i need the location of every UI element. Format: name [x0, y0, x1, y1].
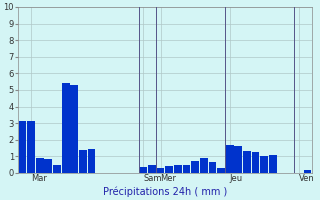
- Bar: [252, 152, 260, 173]
- Bar: [174, 165, 182, 173]
- X-axis label: Précipitations 24h ( mm ): Précipitations 24h ( mm ): [103, 186, 227, 197]
- Bar: [19, 121, 26, 173]
- Bar: [44, 159, 52, 173]
- Bar: [217, 168, 225, 173]
- Bar: [183, 165, 190, 173]
- Bar: [235, 146, 242, 173]
- Bar: [260, 156, 268, 173]
- Bar: [209, 162, 216, 173]
- Bar: [148, 165, 156, 173]
- Bar: [88, 149, 95, 173]
- Bar: [140, 167, 147, 173]
- Bar: [157, 168, 164, 173]
- Bar: [36, 158, 44, 173]
- Bar: [269, 155, 277, 173]
- Bar: [243, 151, 251, 173]
- Bar: [200, 158, 208, 173]
- Bar: [226, 145, 234, 173]
- Bar: [70, 85, 78, 173]
- Bar: [191, 161, 199, 173]
- Bar: [165, 166, 173, 173]
- Bar: [53, 165, 61, 173]
- Bar: [27, 121, 35, 173]
- Bar: [303, 170, 311, 173]
- Bar: [79, 150, 87, 173]
- Bar: [62, 83, 69, 173]
